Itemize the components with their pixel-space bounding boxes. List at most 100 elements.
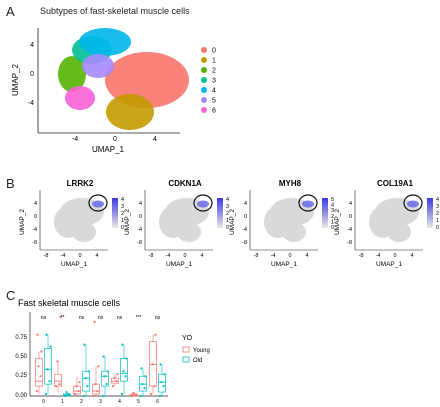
legend-young-swatch xyxy=(182,346,190,353)
highlight-circle xyxy=(403,194,423,212)
feature-high-expression xyxy=(302,200,314,208)
significance-label: ns xyxy=(117,315,123,321)
cluster-5 xyxy=(82,54,114,78)
data-point xyxy=(144,375,147,378)
data-point xyxy=(103,375,106,378)
feature-xtick: -8 xyxy=(254,253,259,259)
legend-a-swatch xyxy=(201,67,207,73)
box-young-1 xyxy=(54,315,62,393)
panel-a-xtick: -4 xyxy=(72,136,78,143)
feature-colorbar xyxy=(322,198,328,228)
feature-colorbar xyxy=(427,198,433,228)
box xyxy=(101,370,109,387)
box-young-4 xyxy=(111,373,119,388)
box-old-1 xyxy=(63,390,71,398)
data-point xyxy=(86,385,89,388)
feature-ylabel: UMAP_2 xyxy=(334,209,341,235)
data-point xyxy=(162,385,165,388)
data-point xyxy=(36,333,39,336)
panel-a-ytick: 4 xyxy=(30,42,34,49)
data-point xyxy=(116,373,119,376)
category-tick: 6 xyxy=(156,399,159,405)
feature-colorbar-tick: 2 xyxy=(436,211,439,217)
data-point xyxy=(49,345,52,348)
data-point xyxy=(153,385,156,388)
feature-ylabel: UMAP_2 xyxy=(19,209,26,235)
category-tick: 0 xyxy=(42,399,45,405)
legend-a-label: 1 xyxy=(212,58,216,65)
feature-cell-cloud xyxy=(72,222,96,242)
feature-ytick: 0 xyxy=(34,214,37,220)
feature-colorbar-tick: 2 xyxy=(121,211,124,217)
feature-colorbar-tick: 4 xyxy=(331,203,334,209)
box xyxy=(158,373,166,393)
data-point xyxy=(87,370,90,373)
panel-c-ytick: 0.75 xyxy=(15,335,27,341)
data-point xyxy=(75,385,78,388)
significance-label: ns xyxy=(98,315,104,321)
feature-xlabel: UMAP_1 xyxy=(376,261,402,268)
panel-a-ytick: 0 xyxy=(30,71,34,78)
feature-colorbar-tick: 1 xyxy=(436,218,439,224)
data-point xyxy=(124,375,127,378)
feature-ytick: 4 xyxy=(349,201,352,207)
data-point xyxy=(63,394,67,398)
cluster-6 xyxy=(65,86,95,110)
feature-ytick: -4 xyxy=(242,227,247,233)
panel-a-xlabel: UMAP_1 xyxy=(92,145,125,154)
feature-colorbar xyxy=(217,198,223,228)
data-point xyxy=(158,394,162,398)
feature-xtick: 0 xyxy=(78,253,81,259)
panel-a-y-ticks: 4 0 -4 xyxy=(28,42,34,107)
panel-a-ylabel: UMAP_2 xyxy=(11,63,20,96)
feature-plot-gene-title: LRRK2 xyxy=(67,179,94,188)
feature-xtick: -4 xyxy=(271,253,276,259)
cluster-2 xyxy=(58,56,86,92)
legend-a-label: 3 xyxy=(212,78,216,85)
feature-ytick: 0 xyxy=(244,214,247,220)
legend-a-swatch xyxy=(201,57,207,63)
feature-colorbar-tick: 3 xyxy=(436,204,439,210)
panel-c: Fast skeletal muscle cells 0.75 0.50 0.2… xyxy=(15,298,210,405)
feature-ytick: -4 xyxy=(137,227,142,233)
feature-plot-gene-title: CDKN1A xyxy=(168,179,202,188)
feature-plot-gene-title: COL19A1 xyxy=(377,179,414,188)
box-young-3 xyxy=(92,320,100,398)
legend-old-label: Old xyxy=(193,358,202,364)
category-tick: 1 xyxy=(61,399,64,405)
feature-ytick: 4 xyxy=(139,201,142,207)
legend-a-label: 6 xyxy=(212,108,216,115)
feature-xtick: 4 xyxy=(410,253,413,259)
feature-colorbar-tick: 4 xyxy=(436,197,439,203)
data-point xyxy=(83,343,86,346)
data-point xyxy=(143,386,146,390)
category-tick: 2 xyxy=(80,399,83,405)
box-old-2 xyxy=(82,343,90,398)
box-old-3 xyxy=(101,355,109,398)
category-tick: 4 xyxy=(118,399,121,405)
data-point xyxy=(84,377,87,380)
box-young-2 xyxy=(73,376,81,396)
data-point xyxy=(125,357,128,360)
feature-colorbar-tick: 4 xyxy=(121,197,124,203)
feature-cell-cloud xyxy=(282,222,306,242)
feature-ytick: -8 xyxy=(32,240,37,246)
feature-ylabel: UMAP_2 xyxy=(124,209,131,235)
panel-c-marks: ns 0 ** 1 ns 2 ns 3 ns 4 *** 5 ns 6 xyxy=(35,315,166,405)
feature-xtick: 0 xyxy=(288,253,291,259)
feature-ytick: 0 xyxy=(139,214,142,220)
panel-a: Subtypes of fast-skeletal muscle cells 4… xyxy=(11,6,216,154)
highlight-circle xyxy=(298,194,318,212)
data-point xyxy=(115,380,118,383)
box-old-4 xyxy=(120,343,128,396)
legend-young-label: Young xyxy=(193,348,210,354)
significance-label: ns xyxy=(79,315,85,321)
feature-colorbar-tick: 4 xyxy=(226,197,229,203)
cluster-4 xyxy=(79,28,131,56)
feature-colorbar-tick: 1 xyxy=(121,218,124,224)
data-point xyxy=(45,333,48,336)
